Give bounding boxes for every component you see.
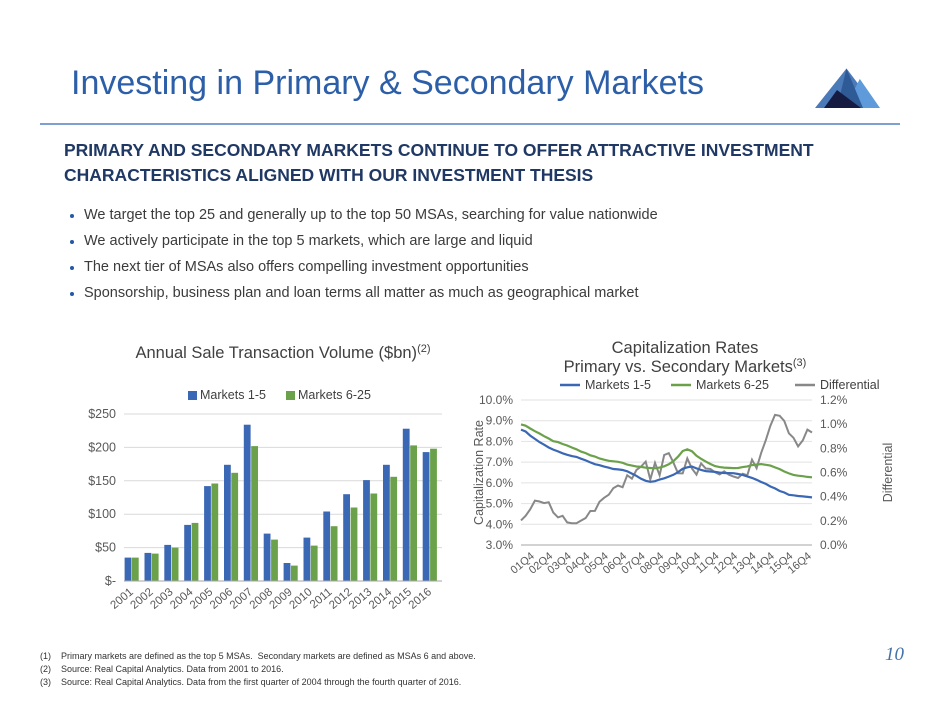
svg-text:Differential: Differential bbox=[820, 378, 880, 392]
svg-text:Differential: Differential bbox=[881, 443, 895, 503]
svg-text:2016: 2016 bbox=[407, 586, 434, 612]
svg-text:Capitalization Rates: Capitalization Rates bbox=[612, 339, 759, 357]
svg-text:8.0%: 8.0% bbox=[486, 434, 514, 448]
svg-text:Markets 1-5: Markets 1-5 bbox=[200, 388, 266, 402]
svg-text:1.2%: 1.2% bbox=[820, 393, 848, 407]
svg-text:Primary vs. Secondary Markets(: Primary vs. Secondary Markets(3) bbox=[564, 357, 807, 376]
svg-text:9.0%: 9.0% bbox=[486, 414, 514, 428]
svg-text:$100: $100 bbox=[88, 507, 116, 521]
svg-text:Annual Sale Transaction Volume: Annual Sale Transaction Volume ($bn)(2) bbox=[135, 343, 430, 362]
svg-text:1.0%: 1.0% bbox=[820, 417, 848, 431]
svg-text:$-: $- bbox=[105, 574, 116, 588]
svg-text:Markets 6-25: Markets 6-25 bbox=[298, 388, 371, 402]
svg-text:3.0%: 3.0% bbox=[486, 538, 514, 552]
svg-text:$50: $50 bbox=[95, 541, 116, 555]
svg-text:0.6%: 0.6% bbox=[820, 466, 848, 480]
svg-text:0.4%: 0.4% bbox=[820, 490, 848, 504]
svg-text:Markets 6-25: Markets 6-25 bbox=[696, 378, 769, 392]
svg-text:$200: $200 bbox=[88, 440, 116, 454]
svg-text:10.0%: 10.0% bbox=[479, 393, 513, 407]
svg-text:$150: $150 bbox=[88, 474, 116, 488]
svg-text:5.0%: 5.0% bbox=[486, 497, 514, 511]
svg-text:4.0%: 4.0% bbox=[486, 517, 514, 531]
svg-text:0.0%: 0.0% bbox=[820, 538, 848, 552]
svg-text:$250: $250 bbox=[88, 407, 116, 421]
svg-text:0.2%: 0.2% bbox=[820, 514, 848, 528]
svg-text:Capitalization Rate: Capitalization Rate bbox=[472, 420, 486, 525]
svg-text:0.8%: 0.8% bbox=[820, 441, 848, 455]
svg-text:6.0%: 6.0% bbox=[486, 476, 514, 490]
svg-text:7.0%: 7.0% bbox=[486, 455, 514, 469]
svg-text:Markets 1-5: Markets 1-5 bbox=[585, 378, 651, 392]
